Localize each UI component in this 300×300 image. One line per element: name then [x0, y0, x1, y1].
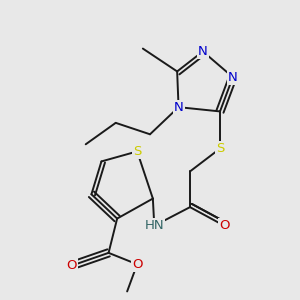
- Text: O: O: [66, 259, 77, 272]
- Text: O: O: [219, 219, 230, 232]
- Text: S: S: [216, 142, 224, 155]
- Text: S: S: [133, 145, 141, 158]
- Text: HN: HN: [145, 219, 164, 232]
- Text: N: N: [174, 100, 183, 114]
- Text: O: O: [132, 258, 142, 271]
- Text: N: N: [198, 45, 208, 58]
- Text: N: N: [228, 70, 238, 84]
